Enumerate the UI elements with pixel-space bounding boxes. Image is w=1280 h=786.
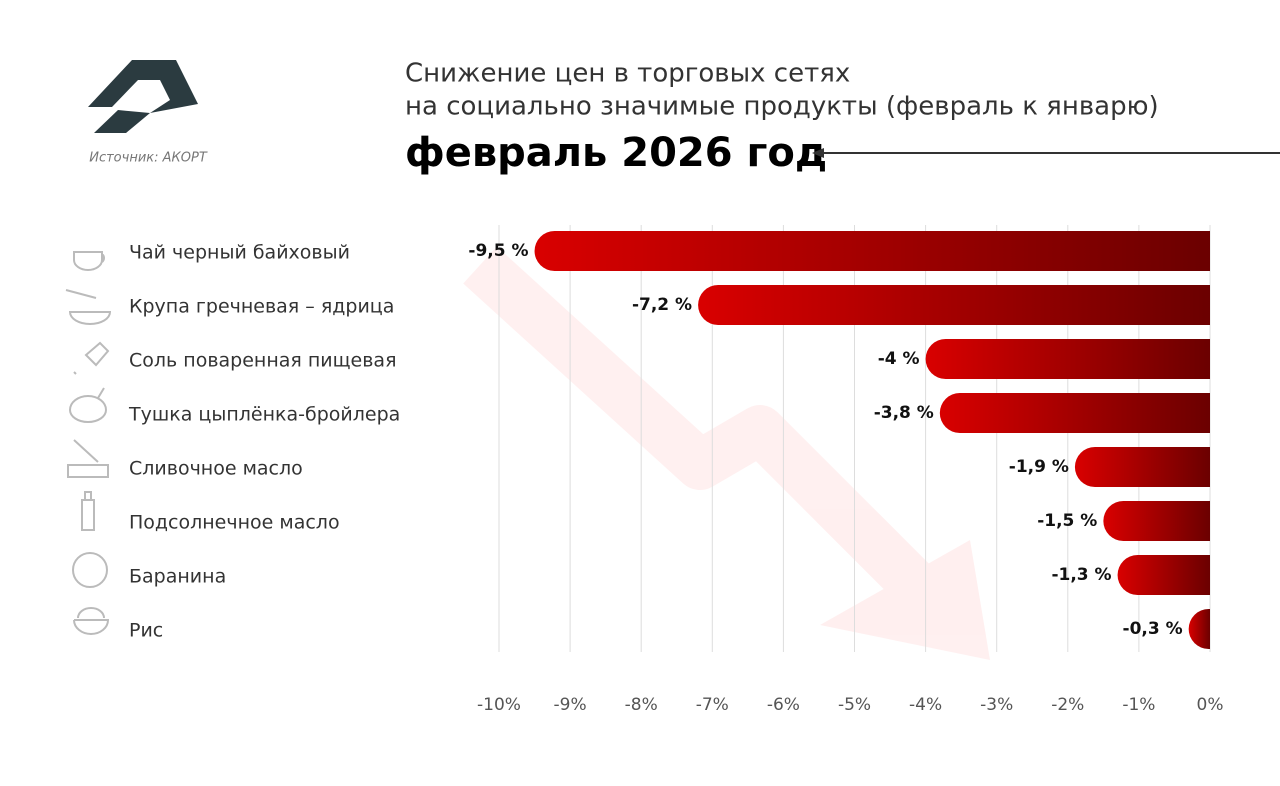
bar	[939, 393, 1210, 433]
category-label: Тушка цыплёнка-бройлера	[128, 404, 400, 426]
logo	[88, 60, 198, 133]
chart-subtitle: февраль 2026 год	[405, 130, 827, 176]
pointer-arrow	[812, 148, 1280, 158]
x-tick-label: -2%	[1051, 695, 1084, 715]
chart-title: на социально значимые продукты (февраль …	[405, 92, 1159, 122]
chart-title: Снижение цен в торговых сетях	[405, 59, 850, 89]
value-label: -4 %	[878, 349, 920, 369]
category-label: Соль поваренная пищевая	[129, 350, 397, 372]
bar	[534, 231, 1210, 271]
bar	[698, 285, 1210, 325]
x-tick-label: -6%	[767, 695, 800, 715]
bar	[1188, 609, 1210, 649]
x-tick-label: -7%	[696, 695, 729, 715]
value-label: -0,3 %	[1123, 619, 1183, 639]
x-tick-label: 0%	[1197, 695, 1224, 715]
x-tick-label: -8%	[625, 695, 658, 715]
x-tick-label: -10%	[477, 695, 521, 715]
x-tick-label: -1%	[1122, 695, 1155, 715]
category-label: Рис	[129, 620, 163, 642]
source: Источник: АКОРТ	[89, 151, 208, 166]
value-label: -3,8 %	[874, 403, 934, 423]
category-label: Баранина	[129, 566, 226, 588]
value-label: -1,9 %	[1009, 457, 1069, 477]
bar	[925, 339, 1210, 379]
bar	[1074, 447, 1210, 487]
category-label: Чай черный байховый	[129, 242, 350, 264]
x-tick-label: -5%	[838, 695, 871, 715]
category-label: Сливочное масло	[129, 458, 303, 480]
value-label: -9,5 %	[468, 241, 528, 261]
value-label: -1,5 %	[1037, 511, 1097, 531]
x-tick-label: -4%	[909, 695, 942, 715]
icons	[65, 251, 112, 635]
value-label: -1,3 %	[1051, 565, 1111, 585]
x-tick-label: -9%	[554, 695, 587, 715]
bar	[1117, 555, 1210, 595]
category-label: Крупа гречневая – ядрица	[129, 296, 394, 318]
category-label: Подсолнечное масло	[129, 512, 340, 534]
value-label: -7,2 %	[632, 295, 692, 315]
bar	[1103, 501, 1210, 541]
background-arrow	[463, 246, 990, 660]
x-tick-label: -3%	[980, 695, 1013, 715]
